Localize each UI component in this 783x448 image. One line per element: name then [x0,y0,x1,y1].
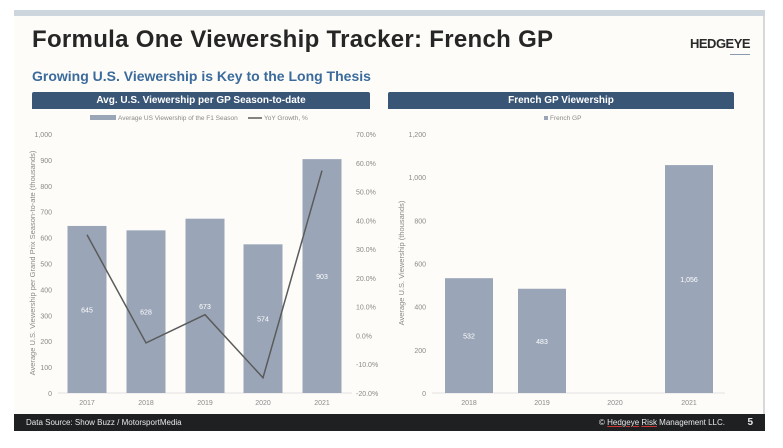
bar-label-2: 532 [463,334,475,341]
y-axis-title: Average U.S. Viewership per Grand Prix S… [28,150,37,375]
y2-tick-label: 60.0% [356,161,376,168]
footer: Data Source: Show Buzz / MotorsportMedia… [14,414,765,431]
x-tick-label: 2021 [314,400,330,407]
bar-label-2: 1,056 [680,277,698,284]
y-tick-label-2: 600 [414,262,426,269]
copyright-symbol: © [599,418,608,427]
top-band [14,10,765,16]
y-tick-label-2: 1,000 [408,175,426,182]
data-source: Data Source: Show Buzz / MotorsportMedia [26,418,182,427]
y2-tick-label: 40.0% [356,218,376,225]
bar-2017 [67,225,107,393]
bar-label: 574 [257,317,269,324]
page-number: 5 [747,417,753,428]
legend-bar-swatch [90,115,116,120]
y2-tick-label: 10.0% [356,305,376,312]
yoy-growth-line [86,170,323,380]
y-tick-label: 500 [40,262,52,269]
y2-tick-label: 0.0% [356,333,372,340]
bar-french-2019 [518,288,566,393]
x-tick-label-2: 2019 [534,400,550,407]
y2-tick-label: -20.0% [356,391,378,398]
y-tick-label: 700 [40,210,52,217]
page-subtitle: Growing U.S. Viewership is Key to the Lo… [32,68,371,84]
bar-2021 [302,159,342,393]
copyright-word-2: Risk [641,418,657,427]
x-tick-label-2: 2020 [607,400,623,407]
y2-tick-label: 20.0% [356,276,376,283]
bar-2020 [243,244,283,393]
copyright-suffix: Management LLC. [656,418,725,427]
y-tick-label: 900 [40,158,52,165]
bar-label: 628 [140,310,152,317]
y2-tick-label: 30.0% [356,247,376,254]
y-axis-title-2: Average U.S. Viewership (thousands) [397,200,406,325]
y-tick-label: 800 [40,184,52,191]
bar-french-2021 [665,165,713,393]
y-tick-label: 100 [40,365,52,372]
bar-2019 [185,218,225,393]
legend-line-label: YoY Growth, % [264,115,308,122]
y-tick-label-2: 200 [414,348,426,355]
y-tick-label: 200 [40,339,52,346]
bar-label: 645 [81,307,93,314]
x-tick-label-2: 2018 [461,400,477,407]
bar-2018 [126,230,166,393]
y2-tick-label: 70.0% [356,132,376,139]
x-tick-label: 2020 [255,400,271,407]
y-tick-label: 0 [48,391,52,398]
y-tick-label-2: 800 [414,218,426,225]
x-tick-label: 2019 [197,400,213,407]
legend-french-label: French GP [550,115,581,122]
bar-label: 673 [199,304,211,311]
copyright: © Hedgeye Risk Management LLC. [599,414,725,431]
x-tick-label: 2018 [138,400,154,407]
bar-label-2: 483 [536,339,548,346]
y-tick-label-2: 400 [414,305,426,312]
page-title: Formula One Viewership Tracker: French G… [32,26,554,53]
chart2-title: French GP Viewership [388,92,734,109]
y-tick-label-2: 1,200 [408,132,426,139]
legend-bar-label: Average US Viewership of the F1 Season [118,115,238,122]
x-tick-label-2: 2021 [681,400,697,407]
y-tick-label-2: 0 [422,391,426,398]
y-tick-label: 1,000 [34,132,52,139]
chart1-title: Avg. U.S. Viewership per GP Season-to-da… [32,92,370,109]
bar-label: 903 [316,274,328,281]
copyright-word-1: Hedgeye [607,418,640,427]
y-tick-label: 400 [40,287,52,294]
hedgeye-logo: HEDGEYE [690,36,751,51]
y-tick-label: 300 [40,313,52,320]
bar-french-2018 [445,278,493,393]
x-tick-label: 2017 [79,400,95,407]
y2-tick-label: 50.0% [356,190,376,197]
y-tick-label: 600 [40,236,52,243]
legend-french-swatch [544,116,548,120]
y2-tick-label: -10.0% [356,362,378,369]
logo-underline [730,54,750,55]
